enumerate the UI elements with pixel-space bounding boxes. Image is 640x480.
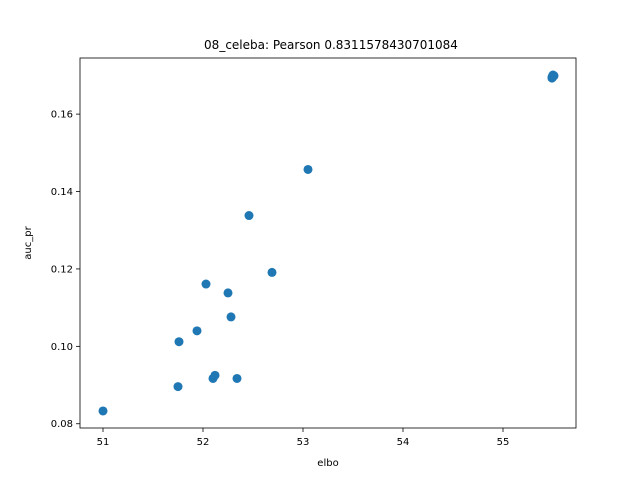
y-axis-ticks: 0.08 0.10 0.12 0.14 0.16	[51, 110, 80, 430]
plot-frame	[79, 57, 577, 429]
x-tick-label: 53	[297, 437, 310, 448]
y-tick-label: 0.12	[51, 264, 73, 275]
chart-title: 08_celeba: Pearson 0.8311578430701084	[204, 38, 458, 52]
y-tick-label: 0.14	[51, 187, 73, 198]
data-point	[173, 382, 183, 392]
x-axis-label: elbo	[317, 458, 338, 469]
data-point	[547, 72, 557, 82]
x-tick-label: 52	[197, 437, 210, 448]
points-layer	[98, 70, 559, 416]
x-tick-label: 55	[497, 437, 510, 448]
data-point	[201, 279, 211, 289]
data-point	[192, 326, 202, 336]
data-point	[244, 211, 254, 221]
x-tick-label: 51	[97, 437, 110, 448]
y-tick-label: 0.10	[51, 342, 73, 353]
x-tick-label: 54	[397, 437, 410, 448]
data-point	[210, 370, 220, 380]
data-point	[223, 288, 233, 298]
data-point	[267, 267, 277, 277]
data-point	[303, 164, 313, 174]
y-tick-label: 0.16	[51, 110, 73, 121]
y-axis-label: auc_pr	[23, 225, 34, 259]
data-point	[232, 373, 242, 383]
y-tick-label: 0.08	[51, 419, 73, 430]
data-point	[98, 406, 108, 416]
x-axis-ticks: 51 52 53 54 55	[97, 428, 510, 448]
data-point	[226, 312, 236, 322]
data-point	[174, 337, 184, 347]
